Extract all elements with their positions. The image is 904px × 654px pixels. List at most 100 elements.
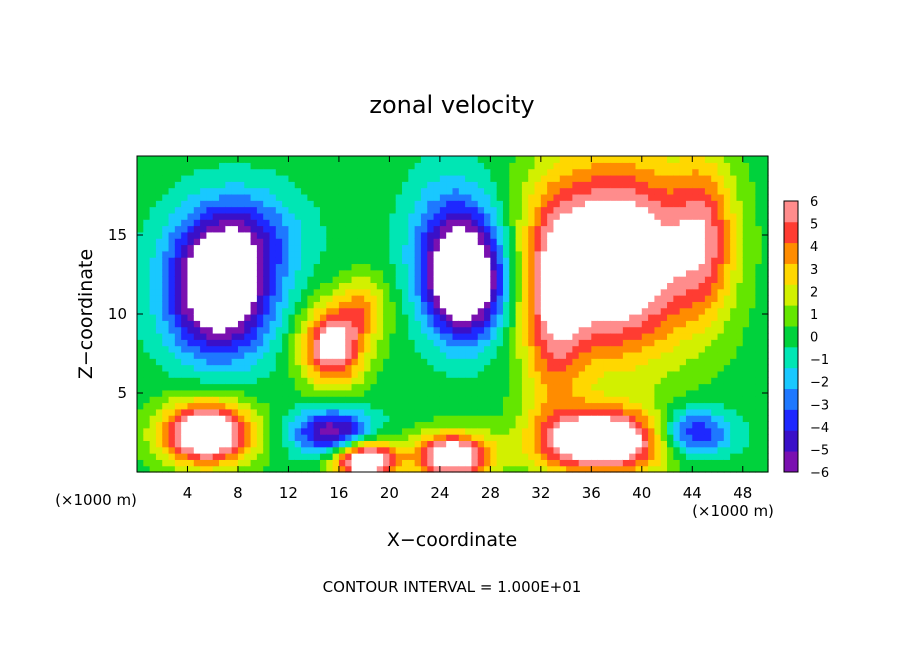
heatmap-cell bbox=[566, 415, 573, 423]
heatmap-cell bbox=[458, 288, 466, 296]
heatmap-cell bbox=[269, 453, 277, 460]
heatmap-cell bbox=[534, 193, 542, 201]
heatmap-cell bbox=[143, 212, 151, 220]
heatmap-cell bbox=[711, 193, 719, 201]
heatmap-cell bbox=[471, 282, 479, 290]
heatmap-cell bbox=[755, 332, 763, 340]
heatmap-cell bbox=[420, 156, 428, 163]
heatmap-cell bbox=[591, 377, 599, 385]
heatmap-cell bbox=[484, 219, 491, 227]
heatmap-cell bbox=[244, 408, 252, 416]
heatmap-cell bbox=[237, 370, 245, 378]
heatmap-cell bbox=[174, 377, 182, 385]
heatmap-cell bbox=[490, 434, 498, 441]
heatmap-cell bbox=[502, 434, 510, 441]
heatmap-cell bbox=[749, 332, 756, 340]
heatmap-cell bbox=[452, 465, 460, 473]
heatmap-cell bbox=[749, 389, 756, 397]
heatmap-cell bbox=[237, 320, 245, 328]
heatmap-cell bbox=[490, 326, 498, 334]
heatmap-cell bbox=[439, 377, 447, 385]
heatmap-cell bbox=[490, 244, 498, 252]
heatmap-cell bbox=[502, 389, 510, 397]
heatmap-cell bbox=[654, 156, 662, 163]
heatmap-cell bbox=[559, 301, 567, 309]
heatmap-cell bbox=[578, 345, 586, 353]
heatmap-cell bbox=[357, 212, 365, 220]
heatmap-cell bbox=[219, 288, 226, 296]
heatmap-cell bbox=[162, 351, 170, 359]
heatmap-cell bbox=[332, 396, 340, 404]
heatmap-cell bbox=[641, 383, 649, 391]
heatmap-cell bbox=[376, 383, 384, 391]
heatmap-cell bbox=[313, 421, 321, 429]
heatmap-cell bbox=[288, 181, 296, 189]
heatmap-cell bbox=[572, 459, 580, 467]
heatmap-cell bbox=[149, 269, 157, 277]
heatmap-cell bbox=[143, 326, 151, 334]
heatmap-cell bbox=[553, 427, 561, 435]
heatmap-cell bbox=[673, 440, 681, 448]
heatmap-cell bbox=[648, 282, 656, 290]
heatmap-cell bbox=[452, 156, 460, 163]
heatmap-cell bbox=[301, 453, 308, 460]
heatmap-cell bbox=[736, 187, 744, 195]
heatmap-cell bbox=[168, 225, 176, 233]
heatmap-cell bbox=[711, 250, 719, 258]
heatmap-cell bbox=[736, 307, 744, 315]
heatmap-cell bbox=[547, 250, 555, 258]
heatmap-cell bbox=[256, 269, 264, 277]
heatmap-cell bbox=[433, 453, 441, 460]
heatmap-cell bbox=[723, 351, 731, 359]
heatmap-cell bbox=[749, 427, 756, 435]
heatmap-cell bbox=[635, 206, 643, 214]
heatmap-cell bbox=[742, 219, 750, 227]
heatmap-cell bbox=[301, 446, 308, 454]
heatmap-cell bbox=[345, 288, 353, 296]
heatmap-cell bbox=[528, 288, 536, 296]
heatmap-cell bbox=[338, 307, 346, 315]
heatmap-cell bbox=[610, 396, 618, 404]
heatmap-cell bbox=[490, 453, 498, 460]
heatmap-cell bbox=[263, 168, 271, 176]
heatmap-cell bbox=[723, 370, 731, 378]
heatmap-cell bbox=[730, 326, 738, 334]
heatmap-cell bbox=[622, 370, 630, 378]
heatmap-cell bbox=[723, 358, 731, 366]
heatmap-cell bbox=[301, 408, 308, 416]
heatmap-cell bbox=[679, 396, 687, 404]
heatmap-cell bbox=[181, 459, 189, 467]
heatmap-cell bbox=[231, 276, 239, 283]
heatmap-cell bbox=[402, 219, 409, 227]
heatmap-cell bbox=[408, 295, 416, 302]
heatmap-cell bbox=[654, 225, 662, 233]
heatmap-cell bbox=[275, 339, 283, 347]
heatmap-cell bbox=[389, 231, 397, 239]
heatmap-cell bbox=[452, 168, 460, 176]
heatmap-cell bbox=[730, 263, 738, 271]
heatmap-cell bbox=[313, 244, 321, 252]
heatmap-cell bbox=[187, 389, 195, 397]
heatmap-cell bbox=[408, 276, 416, 283]
heatmap-cell bbox=[692, 440, 700, 448]
heatmap-cell bbox=[553, 187, 561, 195]
heatmap-cell bbox=[376, 250, 384, 258]
heatmap-cell bbox=[566, 200, 573, 208]
heatmap-cell bbox=[168, 364, 176, 372]
heatmap-cell bbox=[326, 434, 334, 441]
heatmap-cell bbox=[660, 244, 668, 252]
heatmap-cell bbox=[143, 276, 151, 283]
heatmap-cell bbox=[307, 339, 315, 347]
heatmap-cell bbox=[597, 351, 605, 359]
heatmap-cell bbox=[181, 446, 189, 454]
heatmap-cell bbox=[376, 181, 384, 189]
heatmap-cell bbox=[345, 174, 353, 182]
heatmap-cell bbox=[673, 339, 681, 347]
heatmap-cell bbox=[332, 307, 340, 315]
heatmap-cell bbox=[471, 276, 479, 283]
heatmap-cell bbox=[307, 396, 315, 404]
heatmap-cell bbox=[597, 276, 605, 283]
heatmap-cell bbox=[370, 326, 378, 334]
heatmap-cell bbox=[143, 282, 151, 290]
heatmap-cell bbox=[313, 364, 321, 372]
